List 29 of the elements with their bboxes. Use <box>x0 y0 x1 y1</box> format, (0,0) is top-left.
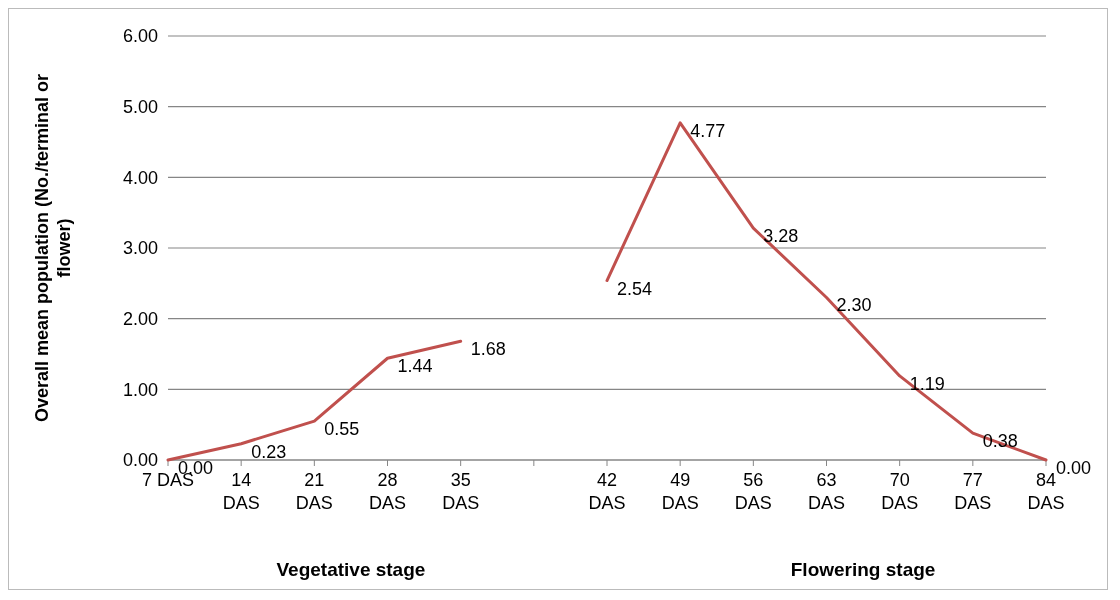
x-tick-label: 14 DAS <box>222 470 260 513</box>
data-label: 2.54 <box>617 278 653 299</box>
x-tick-label: 56 DAS <box>734 470 772 513</box>
y-axis-title: Overall mean population (No./terminal or flower) <box>32 73 74 423</box>
data-label: 1.44 <box>397 356 433 377</box>
y-tick-label: 2.00 <box>122 308 158 329</box>
x-tick-label: 77 DAS <box>954 470 992 513</box>
data-label: 4.77 <box>690 120 726 141</box>
y-tick-label: 0.00 <box>122 450 158 471</box>
y-tick-label: 5.00 <box>122 96 158 117</box>
x-tick-label: 21 DAS <box>295 470 333 513</box>
text: Vegetative stage <box>276 559 426 580</box>
data-label: 1.68 <box>470 339 506 360</box>
x-tick-label: 42 DAS <box>588 470 626 513</box>
data-label: 3.28 <box>763 226 799 247</box>
y-tick-label: 3.00 <box>122 238 158 259</box>
x-tick-label: 28 DAS <box>368 470 407 513</box>
data-label: 0.23 <box>251 441 287 462</box>
data-label: 2.30 <box>836 295 872 316</box>
y-tick-label: 1.00 <box>122 379 158 400</box>
data-label: 0.55 <box>324 419 360 440</box>
text: Flowering stage <box>790 559 936 580</box>
data-label: 1.19 <box>909 373 945 394</box>
y-tick-label: 4.00 <box>122 167 158 188</box>
x-tick-label: 35 DAS <box>442 470 480 513</box>
x-tick-label: 70 DAS <box>881 470 919 513</box>
x-tick-label: 63 DAS <box>807 470 846 513</box>
y-tick-label: 6.00 <box>122 26 158 47</box>
x-tick-label: 49 DAS <box>661 470 699 513</box>
